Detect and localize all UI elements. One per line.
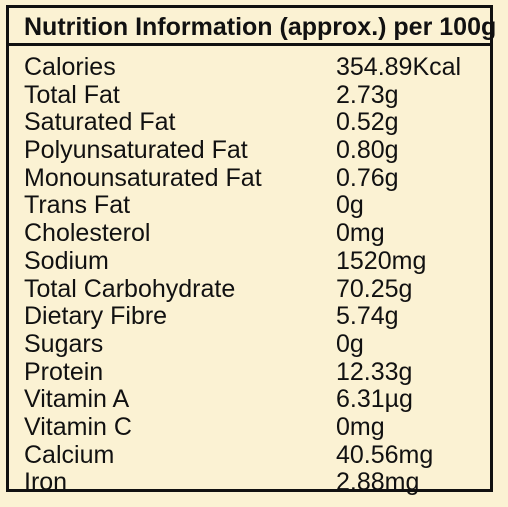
nutrient-value: 70.25g — [336, 274, 413, 303]
nutrient-row: Iron 2.88mg — [24, 469, 480, 497]
nutrient-label: Vitamin A — [24, 385, 130, 414]
nutrient-row: Polyunsaturated Fat 0.80g — [24, 136, 480, 165]
nutrient-row: Sodium 1520mg — [24, 246, 480, 276]
nutrient-row: Vitamin C 0mg — [24, 412, 480, 442]
nutrient-value: 0mg — [336, 219, 385, 248]
nutrient-label: Iron — [24, 468, 68, 497]
nutrient-row: Monounsaturated Fat 0.76g — [24, 163, 480, 193]
nutrient-row: Calories 354.89Kcal — [24, 53, 480, 82]
nutrition-panel: Nutrition Information (approx.) per 100g… — [6, 5, 496, 496]
nutrient-label: Trans Fat — [24, 191, 131, 220]
nutrient-label: Dietary Fibre — [24, 302, 168, 331]
nutrient-label: Total Carbohydrate — [24, 274, 236, 303]
nutrient-row: Trans Fat 0g — [24, 192, 480, 220]
nutrient-row: Total Carbohydrate 70.25g — [24, 274, 480, 304]
nutrient-list: Calories 354.89Kcal Total Fat 2.73g Satu… — [24, 53, 480, 497]
nutrient-value: 0mg — [336, 412, 385, 441]
nutrient-value: 1520mg — [336, 246, 427, 275]
nutrient-value: 2.73g — [336, 80, 399, 109]
nutrient-row: Saturated Fat 0.52g — [24, 109, 480, 137]
nutrient-value: 40.56mg — [336, 440, 434, 469]
nutrient-value: 0g — [336, 191, 364, 220]
nutrient-value: 0g — [336, 329, 364, 358]
nutrient-label: Total Fat — [24, 80, 120, 109]
nutrient-label: Vitamin C — [24, 412, 132, 441]
nutrient-value: 12.33g — [336, 357, 413, 386]
nutrient-row: Protein 12.33g — [24, 357, 480, 387]
nutrient-label: Polyunsaturated Fat — [24, 136, 248, 165]
nutrient-label: Protein — [24, 357, 104, 386]
nutrient-label: Sodium — [24, 246, 109, 275]
nutrient-label: Monounsaturated Fat — [24, 163, 262, 192]
nutrient-label: Cholesterol — [24, 219, 151, 248]
nutrient-value: 2.88mg — [336, 468, 420, 497]
nutrient-label: Calcium — [24, 440, 115, 469]
nutrient-row: Cholesterol 0mg — [24, 219, 480, 248]
nutrient-value: 0.52g — [336, 108, 399, 137]
nutrient-label: Calories — [24, 53, 116, 81]
nutrient-value: 0.76g — [336, 163, 399, 192]
nutrient-value: 354.89Kcal — [336, 53, 462, 81]
nutrient-value: 5.74g — [336, 302, 399, 331]
nutrient-value: 0.80g — [336, 136, 399, 165]
nutrient-row: Calcium 40.56mg — [24, 440, 480, 470]
nutrient-label: Saturated Fat — [24, 108, 176, 137]
nutrition-title: Nutrition Information (approx.) per 100g — [9, 8, 496, 46]
nutrient-row: Vitamin A 6.31µg — [24, 386, 480, 414]
nutrient-row: Total Fat 2.73g — [24, 80, 480, 110]
nutrient-row: Dietary Fibre 5.74g — [24, 302, 480, 331]
nutrient-value: 6.31µg — [336, 385, 413, 414]
nutrient-label: Sugars — [24, 329, 104, 358]
nutrient-row: Sugars 0g — [24, 329, 480, 359]
